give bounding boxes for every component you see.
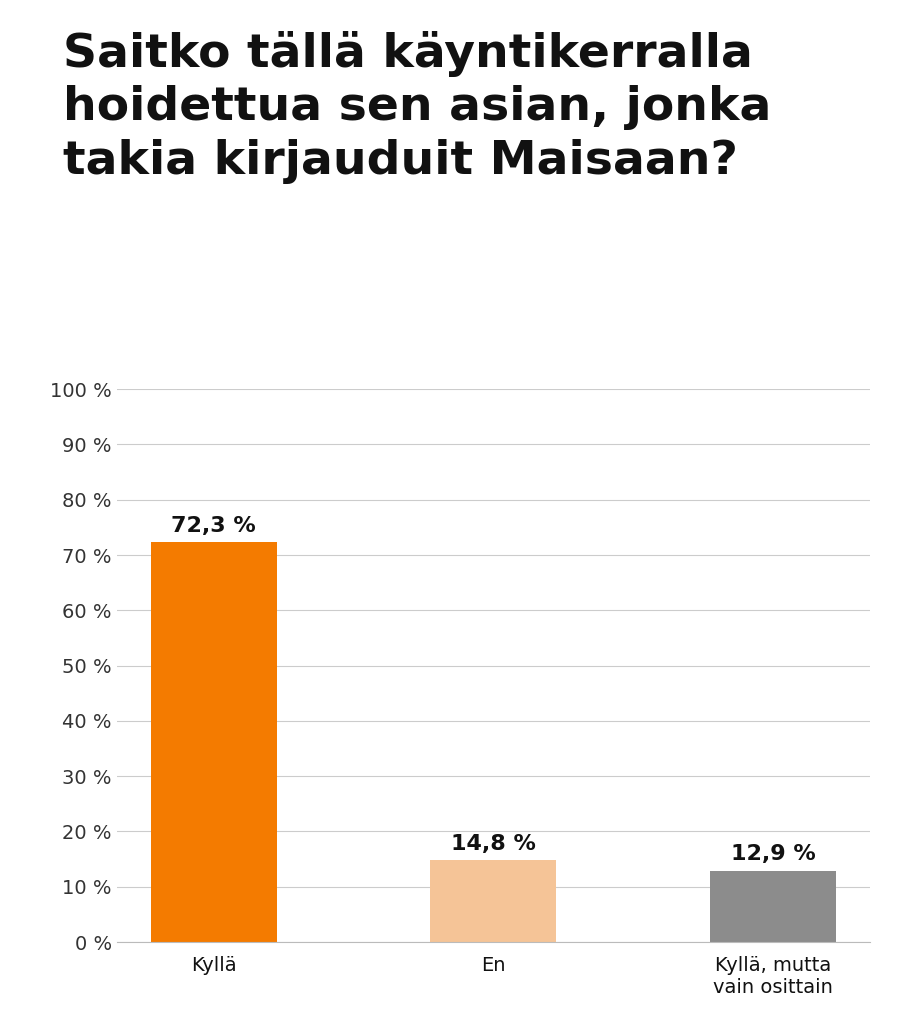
Bar bbox=[151, 543, 276, 942]
Bar bbox=[710, 870, 836, 942]
Bar bbox=[431, 860, 556, 942]
Text: Saitko tällä käyntikerralla
hoidettua sen asian, jonka
takia kirjauduit Maisaan?: Saitko tällä käyntikerralla hoidettua se… bbox=[63, 31, 771, 184]
Text: 72,3 %: 72,3 % bbox=[171, 516, 257, 536]
Text: 14,8 %: 14,8 % bbox=[451, 834, 536, 854]
Text: 12,9 %: 12,9 % bbox=[730, 844, 815, 864]
